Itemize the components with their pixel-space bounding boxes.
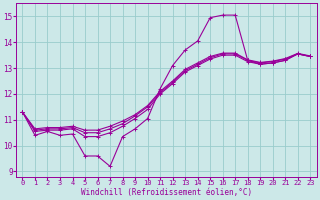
X-axis label: Windchill (Refroidissement éolien,°C): Windchill (Refroidissement éolien,°C) [81,188,252,197]
